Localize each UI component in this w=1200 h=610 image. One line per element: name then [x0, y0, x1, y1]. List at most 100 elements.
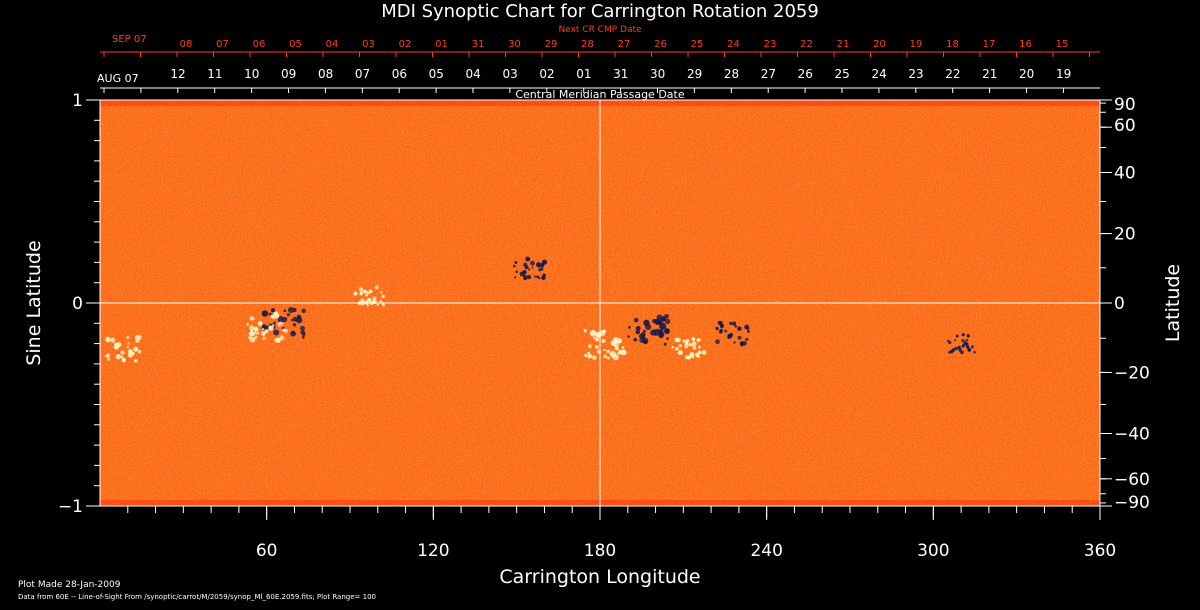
- next-cmp-date-label: 26: [654, 39, 667, 50]
- cmp-axis-title: Central Meridian Passage Date: [515, 88, 684, 101]
- region-speck: [381, 294, 386, 299]
- region-speck: [665, 318, 671, 325]
- cmp-date-label: 25: [835, 67, 850, 81]
- active-region: [627, 313, 671, 346]
- data-source-note: Data from 60E -- Line-of-Sight From /syn…: [18, 593, 376, 601]
- region-speck: [692, 345, 697, 350]
- region-speck: [733, 341, 736, 344]
- region-speck: [606, 349, 611, 354]
- region-speck: [737, 326, 742, 331]
- region-speck: [379, 290, 383, 294]
- region-speck: [372, 296, 377, 301]
- region-speck: [601, 339, 606, 344]
- region-speck: [947, 339, 950, 342]
- region-speck: [664, 328, 670, 335]
- region-speck: [583, 329, 587, 333]
- cmp-ticks: 12 11 10 09 08 07 06 05 04 03 02 01 31 30 29 28 27 26 25 24…: [103, 67, 1071, 93]
- region-speck: [633, 338, 638, 342]
- x-tick-label: 360: [1084, 541, 1116, 561]
- x-tick-label: 60: [256, 541, 278, 561]
- region-speck: [363, 289, 367, 294]
- next-cmp-axis-title: Next CR CMP Date: [558, 25, 642, 35]
- active-region: [246, 311, 288, 343]
- region-speck: [587, 344, 592, 349]
- region-speck: [261, 331, 266, 336]
- region-speck: [620, 349, 627, 356]
- region-speck: [127, 342, 130, 345]
- next-cmp-date-label: 23: [764, 39, 777, 50]
- region-speck: [353, 291, 358, 296]
- region-speck: [515, 270, 519, 274]
- region-speck: [592, 355, 597, 360]
- region-speck: [663, 342, 667, 346]
- cmp-date-label: 07: [355, 67, 370, 81]
- region-speck: [542, 273, 546, 277]
- region-speck: [715, 339, 720, 345]
- region-speck: [734, 325, 738, 328]
- y-tick-label: 0: [72, 294, 83, 314]
- region-speck: [594, 337, 599, 342]
- next-cmp-date-label: 22: [800, 39, 813, 50]
- region-speck: [358, 287, 364, 292]
- region-speck: [530, 260, 535, 266]
- region-speck: [273, 329, 280, 336]
- region-speck: [595, 331, 602, 338]
- cmp-date-label: 11: [207, 67, 222, 81]
- region-speck: [719, 328, 723, 333]
- region-speck: [261, 310, 269, 317]
- region-speck: [514, 261, 518, 264]
- region-speck: [671, 345, 675, 349]
- active-region: [261, 307, 306, 339]
- region-speck: [283, 309, 287, 313]
- active-region: [715, 320, 750, 347]
- region-speck: [264, 329, 269, 334]
- cmp-date-label: 26: [798, 67, 813, 81]
- next-cmp-date-label: 25: [691, 39, 704, 50]
- region-speck: [257, 321, 263, 326]
- region-speck: [961, 345, 965, 348]
- region-speck: [644, 323, 647, 326]
- next-cmp-date-label: 02: [399, 39, 412, 50]
- region-speck: [682, 339, 686, 343]
- region-speck: [701, 350, 707, 355]
- region-speck: [105, 336, 111, 343]
- cmp-date-label: 30: [650, 67, 665, 81]
- next-cmp-axis: Next CR CMP Date SEP 07 08 07 06 05 04 03 02 01…: [100, 25, 1100, 57]
- region-speck: [650, 329, 656, 336]
- region-speck: [268, 325, 274, 331]
- region-speck: [536, 263, 541, 268]
- cmp-date-label: 02: [539, 67, 554, 81]
- next-cmp-ticks: 08 07 06 05 04 03 02 01 31 30 29 28 27 26 25 24 23 22 21 20…: [103, 39, 1090, 57]
- region-speck: [970, 345, 974, 349]
- region-speck: [538, 268, 542, 272]
- region-speck: [740, 343, 744, 347]
- region-speck: [587, 353, 593, 359]
- region-speck: [115, 344, 119, 348]
- active-region: [105, 334, 142, 363]
- region-speck: [368, 289, 372, 293]
- region-speck: [603, 348, 606, 352]
- region-speck: [674, 337, 679, 343]
- region-speck: [954, 346, 958, 351]
- region-speck: [587, 351, 591, 355]
- region-speck: [512, 264, 516, 268]
- next-cmp-date-label: 31: [472, 39, 485, 50]
- region-speck: [627, 335, 630, 338]
- next-cmp-date-label: 29: [545, 39, 558, 50]
- region-speck: [688, 343, 692, 346]
- chart-title: MDI Synoptic Chart for Carrington Rotati…: [381, 1, 819, 22]
- cmp-date-label: 31: [613, 67, 628, 81]
- region-speck: [381, 303, 386, 307]
- lat-tick-label: 0: [1114, 294, 1125, 314]
- region-speck: [724, 329, 728, 333]
- region-speck: [301, 335, 305, 339]
- region-speck: [277, 321, 283, 327]
- region-speck: [250, 329, 254, 334]
- region-speck: [292, 322, 297, 327]
- region-speck: [301, 308, 306, 314]
- region-speck: [292, 330, 295, 333]
- region-speck: [697, 345, 701, 349]
- region-speck: [729, 321, 733, 326]
- region-speck: [262, 324, 267, 329]
- x-tick-label: 240: [750, 541, 782, 561]
